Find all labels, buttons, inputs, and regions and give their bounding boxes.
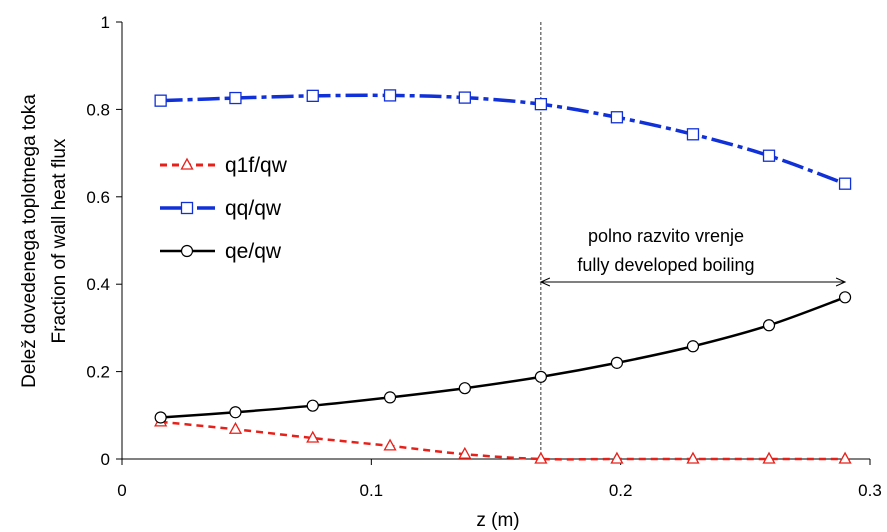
plot-area: 0 0.2 0.4 0.6 0.8 1 0 0.1 0.2 0.3 <box>86 13 881 500</box>
y-tick-label: 0.4 <box>86 275 110 294</box>
data-point-triangle <box>838 451 852 464</box>
data-point-circle <box>762 319 776 332</box>
x-ticks: 0 0.1 0.2 0.3 <box>117 459 882 500</box>
x-tick-label: 0 <box>117 481 126 500</box>
data-point-square <box>154 94 167 107</box>
data-point-triangle <box>686 451 700 464</box>
y-ticks: 0 0.2 0.4 0.6 0.8 1 <box>86 13 122 469</box>
series-line <box>160 93 846 186</box>
fully-developed-arrow <box>539 277 847 287</box>
data-point-square <box>610 111 624 124</box>
data-point-triangle <box>228 421 243 434</box>
data-point-square <box>306 89 319 103</box>
series-line <box>160 296 846 419</box>
data-point-circle <box>838 291 852 304</box>
y-tick-label: 0.6 <box>86 188 110 207</box>
arrow-head-right <box>835 277 847 287</box>
data-point-square <box>534 98 548 111</box>
y-axis-title-line-1: Delež dovedenega toplotnega toka <box>19 94 40 388</box>
data-point-circle <box>610 356 624 369</box>
data-point-circle <box>686 340 700 353</box>
data-point-triangle <box>762 451 776 464</box>
legend-label-q1f: q1f/qw <box>225 154 288 177</box>
arrow-head-left <box>539 277 551 287</box>
y-tick-label: 1 <box>101 13 110 32</box>
data-point-circle <box>383 391 397 404</box>
x-tick-label: 0.1 <box>360 481 384 500</box>
y-axis-title-line-2: Fraction of wall heat flux <box>49 138 70 343</box>
y-tick-label: 0.8 <box>86 100 110 119</box>
data-point-circle <box>306 399 319 412</box>
series-layer <box>154 89 852 464</box>
data-point-triangle <box>534 451 548 464</box>
legend-square-marker <box>180 201 194 215</box>
annotation-line-1: polno razvito vrenje <box>588 226 744 246</box>
legend-label-qq: qq/qw <box>225 197 282 220</box>
data-point-square <box>686 128 700 141</box>
series-line <box>160 420 846 461</box>
data-point-triangle <box>383 438 397 451</box>
series-qq-qw <box>154 89 852 190</box>
legend-item-qe: qe/qw <box>160 240 282 263</box>
data-point-square <box>838 177 852 190</box>
data-point-triangle <box>610 451 624 464</box>
data-point-circle <box>534 370 547 383</box>
series-q1f-qw <box>154 414 852 464</box>
data-point-circle <box>154 411 167 424</box>
legend-triangle-marker <box>180 157 194 170</box>
data-point-square <box>383 89 397 102</box>
x-tick-label: 0.3 <box>858 481 882 500</box>
data-point-triangle <box>306 430 320 443</box>
data-point-triangle <box>458 446 472 459</box>
series-qe-qw <box>154 291 852 424</box>
legend-item-qq: qq/qw <box>160 197 282 220</box>
legend-label-qe: qe/qw <box>225 240 282 263</box>
legend-circle-marker <box>180 244 194 258</box>
data-point-square <box>458 91 471 104</box>
data-point-square <box>762 149 776 162</box>
legend-item-q1f: q1f/qw <box>160 154 288 177</box>
x-tick-label: 0.2 <box>609 481 633 500</box>
data-point-square <box>229 91 242 105</box>
y-tick-label: 0.2 <box>86 363 110 382</box>
data-point-circle <box>458 382 471 395</box>
y-tick-label: 0 <box>101 450 110 469</box>
annotation-line-2: fully developed boiling <box>577 255 754 275</box>
x-axis-title: z (m) <box>476 510 519 531</box>
data-point-circle <box>229 406 242 419</box>
legend: q1f/qw qq/qw qe/qw <box>160 154 288 263</box>
